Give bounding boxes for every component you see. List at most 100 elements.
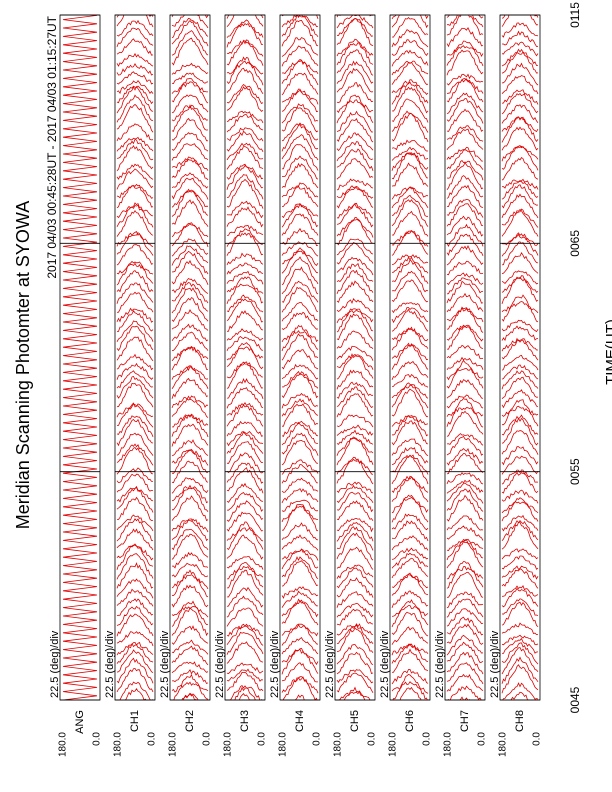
trace [116, 183, 154, 209]
trace [501, 469, 539, 485]
trace [226, 15, 264, 19]
scale-label: 22.5 (deg)/div [214, 630, 226, 698]
trace [336, 49, 374, 76]
trace [391, 15, 429, 29]
y-tick-label: 180.0 [168, 732, 179, 757]
trace [226, 668, 264, 682]
trace [391, 210, 429, 237]
trace [501, 232, 539, 257]
trace [336, 672, 374, 693]
trace [116, 588, 154, 607]
trace [281, 499, 319, 512]
trace [336, 591, 374, 608]
trace [391, 328, 429, 342]
trace [446, 662, 484, 685]
trace [281, 311, 319, 331]
trace [501, 598, 539, 617]
trace [171, 62, 209, 75]
trace [391, 438, 429, 456]
trace [501, 634, 539, 646]
trace [336, 627, 374, 653]
trace [116, 244, 154, 266]
trace [116, 642, 154, 664]
trace [336, 308, 374, 333]
trace [171, 484, 209, 504]
trace [171, 398, 209, 418]
trace [336, 567, 374, 589]
trace [171, 156, 209, 171]
trace [336, 17, 374, 37]
trace [501, 587, 539, 608]
trace [391, 256, 429, 274]
panel-name: ANG [74, 710, 86, 734]
trace [281, 548, 319, 570]
trace [171, 323, 209, 342]
trace [116, 15, 154, 28]
trace [116, 27, 154, 48]
trace [226, 569, 264, 598]
trace [226, 462, 264, 484]
trace [446, 696, 484, 700]
trace [116, 231, 154, 256]
trace [171, 673, 209, 700]
trace [171, 287, 209, 314]
trace [171, 365, 209, 380]
trace [226, 200, 264, 219]
trace [281, 144, 319, 171]
trace [116, 649, 154, 674]
trace [501, 691, 539, 700]
trace [391, 599, 429, 628]
trace [171, 395, 209, 409]
trace [501, 301, 539, 314]
trace [391, 186, 429, 209]
trace [446, 125, 484, 142]
trace [336, 546, 374, 570]
trace [336, 369, 374, 390]
trace [171, 117, 209, 142]
trace [391, 382, 429, 409]
trace [171, 346, 209, 362]
trace [391, 194, 429, 217]
trace [281, 15, 319, 37]
trace [446, 40, 484, 67]
trace [501, 642, 539, 665]
trace [336, 99, 374, 114]
trace [116, 613, 154, 637]
trace [336, 67, 374, 93]
trace [281, 600, 319, 618]
trace [281, 182, 319, 198]
trace [171, 600, 209, 627]
trace [116, 467, 154, 484]
trace [226, 378, 264, 399]
trace [171, 331, 209, 352]
trace [391, 151, 429, 171]
trace [446, 159, 484, 181]
trace [171, 37, 209, 66]
trace [281, 19, 319, 47]
trace [446, 292, 484, 313]
traces [116, 15, 154, 700]
trace [116, 667, 154, 693]
trace [227, 565, 264, 580]
traces [336, 15, 374, 700]
trace [226, 684, 264, 700]
trace [501, 455, 539, 475]
trace [446, 203, 484, 227]
trace [501, 664, 539, 694]
trace [391, 454, 429, 475]
trace [171, 639, 209, 655]
trace [226, 60, 264, 75]
trace [226, 441, 264, 464]
trace [281, 459, 319, 475]
trace [336, 481, 374, 494]
trace [116, 310, 154, 333]
y-tick-label: 0.0 [202, 732, 213, 746]
trace [116, 485, 154, 503]
trace [336, 532, 374, 561]
trace [501, 75, 539, 95]
trace [281, 432, 319, 456]
trace [281, 548, 319, 561]
trace [281, 556, 319, 580]
trace [281, 363, 319, 380]
trace [446, 591, 484, 609]
